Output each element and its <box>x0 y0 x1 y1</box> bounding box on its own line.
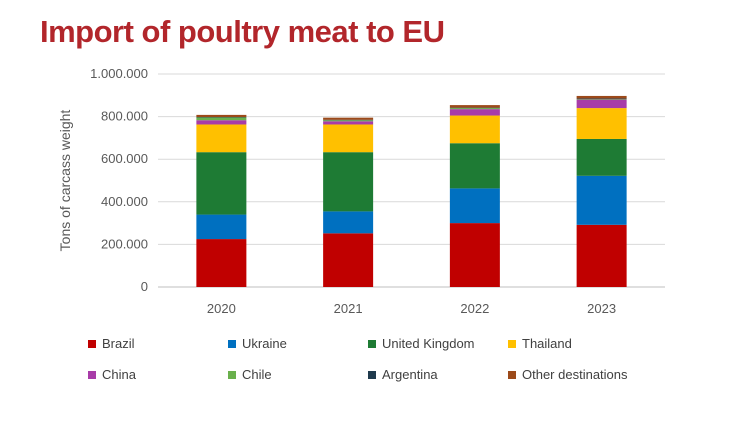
chart-title: Import of poultry meat to EU <box>40 14 445 49</box>
legend-item: Brazil <box>88 336 135 351</box>
bar-segment <box>576 175 627 225</box>
legend-label: Brazil <box>102 336 135 351</box>
bar-segment <box>196 214 247 240</box>
x-tick-label: 2023 <box>587 301 616 316</box>
bar-segment <box>323 124 374 153</box>
bar-segment <box>449 108 500 110</box>
x-tick-label: 2021 <box>334 301 363 316</box>
bar-segment <box>196 239 247 287</box>
bar-segment <box>196 120 247 125</box>
legend-label: Argentina <box>382 367 438 382</box>
legend-label: China <box>102 367 136 382</box>
legend-label: Chile <box>242 367 272 382</box>
bar-segment <box>576 224 627 287</box>
legend-swatch <box>508 370 516 379</box>
legend-item: United Kingdom <box>368 336 475 351</box>
bar-segment <box>576 99 627 109</box>
bar-segment <box>576 95 627 99</box>
bar-segment <box>196 114 247 118</box>
y-tick-label: 200.000 <box>101 236 148 251</box>
legend-item: Argentina <box>368 367 438 382</box>
legend-label: Other destinations <box>522 367 628 382</box>
bar-segment <box>576 138 627 176</box>
legend-label: Ukraine <box>242 336 287 351</box>
bar-segment <box>196 152 247 215</box>
bar-segment <box>449 109 500 116</box>
legend-swatch <box>368 370 376 379</box>
bar-segment <box>449 223 500 287</box>
legend-item: China <box>88 367 136 382</box>
legend-swatch <box>88 339 96 348</box>
bar-segment <box>449 115 500 144</box>
y-tick-label: 600.000 <box>101 151 148 166</box>
bar-segment <box>323 211 374 234</box>
y-tick-label: 0 <box>141 279 148 294</box>
legend-item: Other destinations <box>508 367 628 382</box>
legend-label: Thailand <box>522 336 572 351</box>
bar-segment <box>323 121 374 125</box>
legend-label: United Kingdom <box>382 336 475 351</box>
bar-segment <box>196 117 247 121</box>
bar-segment <box>449 105 500 108</box>
legend-item: Thailand <box>508 336 572 351</box>
x-tick-label: 2022 <box>460 301 489 316</box>
y-tick-label: 800.000 <box>101 109 148 124</box>
bar-segment <box>576 108 627 139</box>
legend-swatch <box>228 370 236 379</box>
legend-swatch <box>508 339 516 348</box>
legend-swatch <box>368 339 376 348</box>
y-tick-label: 1.000.000 <box>90 66 148 81</box>
bar-segment <box>576 98 627 100</box>
legend-item: Ukraine <box>228 336 287 351</box>
x-tick-label: 2020 <box>207 301 236 316</box>
bar-segment <box>196 124 247 153</box>
legend-swatch <box>228 339 236 348</box>
bar-segment <box>323 117 374 120</box>
bar-segment <box>323 233 374 287</box>
legend-item: Chile <box>228 367 272 382</box>
stacked-bar-chart: 0 200.000 400.000 600.000 800.000 1.000.000 To… <box>57 66 665 316</box>
bar-segment <box>449 143 500 189</box>
bar-segment <box>449 188 500 224</box>
bar-segment <box>323 152 374 212</box>
legend-swatch <box>88 370 96 379</box>
y-tick-label: 400.000 <box>101 194 148 209</box>
y-axis-label: Tons of carcass weight <box>57 110 73 252</box>
bar-segment <box>323 120 374 122</box>
